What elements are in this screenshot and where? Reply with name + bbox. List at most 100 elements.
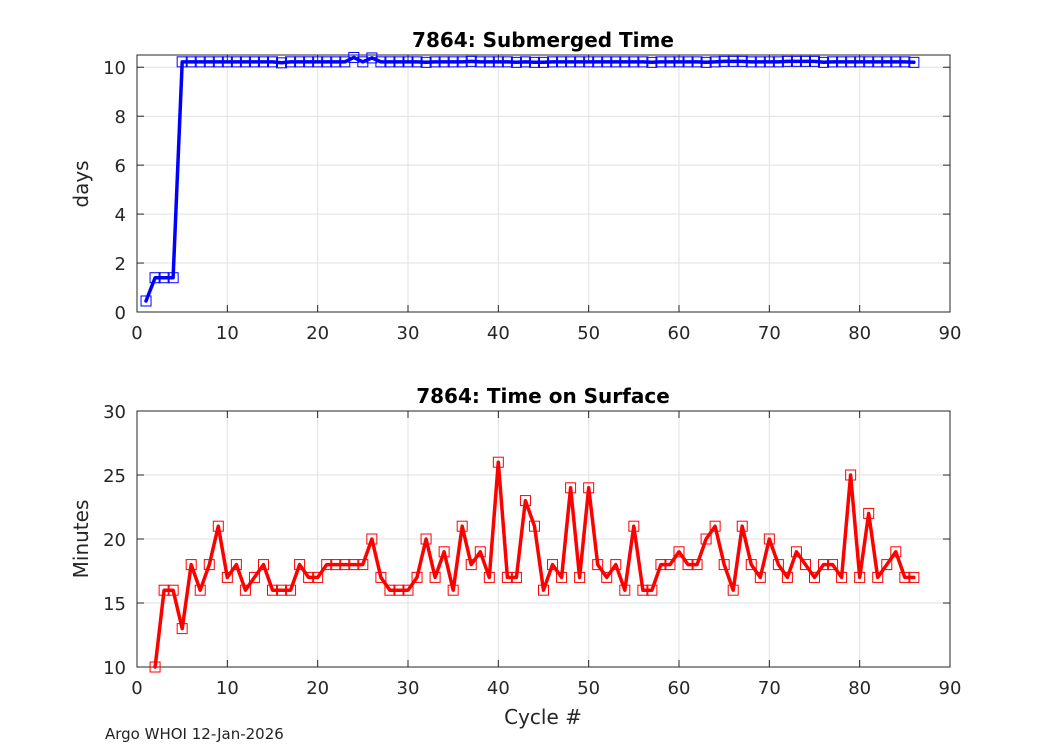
data-point-marker bbox=[393, 56, 405, 68]
data-point-marker bbox=[727, 55, 739, 67]
data-point-marker bbox=[637, 56, 649, 68]
x-tick-label: 40 bbox=[487, 323, 510, 344]
data-point-marker bbox=[294, 559, 306, 571]
data-point-marker bbox=[357, 559, 369, 571]
data-point-marker bbox=[908, 571, 920, 583]
y-tick-label: 6 bbox=[115, 156, 126, 177]
data-point-marker bbox=[140, 295, 152, 307]
data-point-marker bbox=[736, 55, 748, 67]
data-point-marker bbox=[872, 56, 884, 68]
data-point-marker bbox=[664, 559, 676, 571]
data-point-marker bbox=[592, 559, 604, 571]
data-point-marker bbox=[547, 56, 559, 68]
y-tick-label: 25 bbox=[103, 466, 126, 487]
data-point-marker bbox=[583, 56, 595, 68]
footer-credit: Argo WHOI 12-Jan-2026 bbox=[105, 725, 284, 743]
data-point-marker bbox=[447, 56, 459, 68]
data-point-marker bbox=[799, 559, 811, 571]
data-point-marker bbox=[528, 56, 540, 68]
data-point-marker bbox=[899, 571, 911, 583]
y-tick-label: 2 bbox=[115, 254, 126, 275]
chart-title: 7864: Submerged Time bbox=[412, 28, 674, 52]
data-point-marker bbox=[221, 571, 233, 583]
x-tick-label: 60 bbox=[668, 678, 691, 699]
data-point-marker bbox=[492, 56, 504, 68]
data-point-marker bbox=[248, 571, 260, 583]
data-point-marker bbox=[357, 56, 369, 68]
data-point-marker bbox=[456, 520, 468, 532]
data-point-marker bbox=[619, 56, 631, 68]
data-point-marker bbox=[781, 55, 793, 67]
data-point-marker bbox=[763, 533, 775, 545]
data-point-marker bbox=[583, 482, 595, 494]
data-point-marker bbox=[267, 56, 278, 68]
data-point-marker bbox=[655, 559, 667, 571]
data-point-marker bbox=[772, 56, 784, 68]
data-point-marker bbox=[393, 584, 405, 596]
data-point-marker bbox=[881, 559, 893, 571]
data-point-marker bbox=[845, 56, 857, 68]
data-point-marker bbox=[212, 56, 224, 68]
data-point-marker bbox=[375, 571, 387, 583]
data-point-marker bbox=[167, 584, 179, 596]
data-point-marker bbox=[303, 56, 315, 68]
x-tick-label: 0 bbox=[131, 323, 142, 344]
data-point-marker bbox=[899, 56, 911, 68]
chart-title: 7864: Time on Surface bbox=[416, 384, 670, 408]
data-point-marker bbox=[718, 55, 730, 67]
data-point-marker bbox=[863, 507, 875, 519]
data-point-marker bbox=[348, 51, 360, 63]
x-tick-label: 10 bbox=[216, 323, 239, 344]
data-point-marker bbox=[854, 56, 866, 68]
data-point-marker bbox=[836, 571, 848, 583]
x-tick-label: 30 bbox=[397, 678, 420, 699]
x-tick-label: 20 bbox=[306, 323, 329, 344]
data-point-marker bbox=[321, 559, 333, 571]
data-point-marker bbox=[366, 533, 378, 545]
data-point-marker bbox=[691, 559, 703, 571]
data-point-marker bbox=[239, 56, 251, 68]
data-point-marker bbox=[420, 56, 432, 68]
data-point-marker bbox=[185, 56, 197, 68]
data-point-marker bbox=[330, 559, 342, 571]
data-point-marker bbox=[501, 571, 513, 583]
x-tick-label: 10 bbox=[216, 678, 239, 699]
data-point-marker bbox=[230, 56, 242, 68]
data-point-marker bbox=[384, 584, 396, 596]
y-axis-label: Minutes bbox=[69, 500, 93, 579]
data-point-marker bbox=[402, 56, 414, 68]
x-tick-label: 30 bbox=[397, 323, 420, 344]
data-point-marker bbox=[790, 546, 802, 558]
y-tick-label: 20 bbox=[103, 530, 126, 551]
data-point-marker bbox=[610, 559, 622, 571]
data-point-marker bbox=[465, 55, 477, 67]
data-point-marker bbox=[709, 56, 721, 68]
x-tick-label: 80 bbox=[848, 678, 871, 699]
data-point-marker bbox=[194, 56, 206, 68]
y-tick-label: 10 bbox=[103, 658, 126, 679]
data-point-marker bbox=[890, 56, 902, 68]
axis-ticks: 0 10 20 30 40 50 60 70 80 90 0 2 4 6 8 10 bbox=[103, 55, 961, 344]
data-series bbox=[149, 456, 920, 673]
data-point-marker bbox=[212, 520, 224, 532]
data-point-marker bbox=[465, 559, 477, 571]
data-point-marker bbox=[194, 584, 206, 596]
data-point-marker bbox=[285, 56, 297, 68]
y-tick-label: 15 bbox=[103, 594, 126, 615]
data-point-marker bbox=[673, 56, 685, 68]
data-point-marker bbox=[556, 571, 568, 583]
data-point-marker bbox=[294, 56, 306, 68]
data-point-marker bbox=[456, 56, 468, 68]
data-point-marker bbox=[754, 571, 766, 583]
data-point-marker bbox=[402, 584, 414, 596]
data-point-marker bbox=[221, 56, 233, 68]
data-point-marker bbox=[763, 56, 775, 68]
data-point-marker bbox=[267, 584, 278, 596]
data-point-marker bbox=[519, 495, 531, 507]
data-point-marker bbox=[700, 56, 712, 68]
data-series bbox=[140, 51, 920, 307]
data-point-marker bbox=[239, 584, 251, 596]
data-point-marker bbox=[203, 56, 215, 68]
data-point-marker bbox=[438, 546, 450, 558]
